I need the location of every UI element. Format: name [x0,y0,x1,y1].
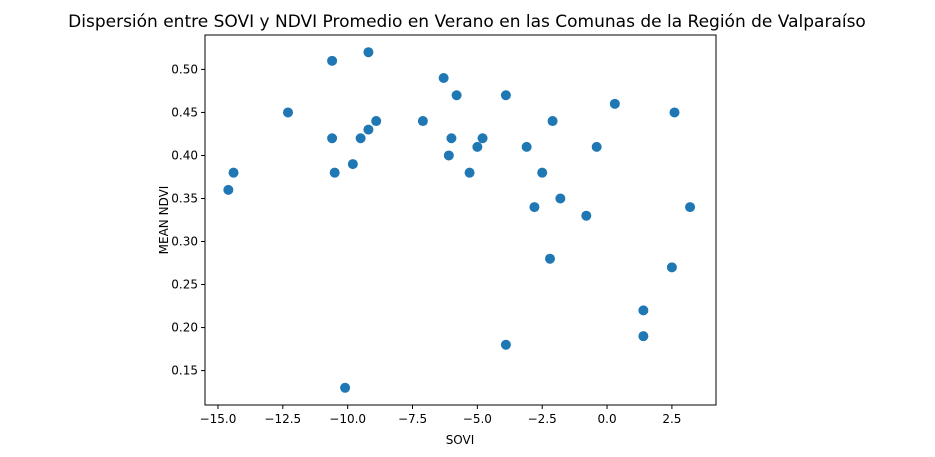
data-point [327,133,338,144]
data-point [591,141,602,152]
data-point [363,124,374,135]
x-tick-label: −12.5 [264,412,301,426]
y-tick-label: 0.20 [171,321,198,335]
data-point [544,253,555,264]
y-axis-label: MEAN NDVI [157,186,171,255]
data-point [529,202,540,213]
y-tick-label: 0.15 [171,364,198,378]
data-point [363,47,374,58]
data-point [438,73,449,84]
data-point [446,133,457,144]
data-point [355,133,366,144]
data-point [547,116,558,127]
y-tick-label: 0.40 [171,148,198,162]
x-tick-label: −10.0 [329,412,366,426]
data-point [340,382,351,393]
data-point [500,90,511,101]
y-axis-ticks: 0.15 0.20 0.25 0.30 0.35 0.40 0.45 0.50 [171,62,205,378]
data-point [451,90,462,101]
data-point [609,98,620,109]
y-tick-label: 0.45 [171,105,198,119]
data-point [472,141,483,152]
data-point [223,184,234,195]
data-point [283,107,294,118]
data-point [371,116,382,127]
data-point [521,141,532,152]
data-point [443,150,454,161]
data-point [417,116,428,127]
data-point [464,167,475,178]
data-point [500,339,511,350]
data-point [638,331,649,342]
y-tick-label: 0.30 [171,235,198,249]
x-tick-label: −7.5 [398,412,427,426]
x-tick-label: −5.0 [463,412,492,426]
data-point [347,159,358,170]
x-tick-label: 2.5 [662,412,681,426]
data-point [638,305,649,316]
data-point [685,202,696,213]
data-point [555,193,566,204]
plot-frame [204,34,717,406]
data-point [666,262,677,273]
chart-title: Dispersión entre SOVI y NDVI Promedio en… [68,12,866,32]
data-point [477,133,488,144]
y-tick-label: 0.50 [171,62,198,76]
data-point [537,167,548,178]
plot-area [205,35,716,405]
x-tick-label: −15.0 [200,412,237,426]
data-point [329,167,340,178]
y-tick-label: 0.35 [171,191,198,205]
x-tick-label: 0.0 [598,412,617,426]
data-point [228,167,239,178]
x-tick-label: −2.5 [528,412,557,426]
data-point [327,55,338,66]
y-tick-label: 0.25 [171,278,198,292]
data-points [223,47,696,393]
data-point [581,210,592,221]
x-axis-label: SOVI [446,433,475,447]
data-point [669,107,680,118]
x-axis-ticks: −15.0 −12.5 −10.0 −7.5 −5.0 −2.5 0.0 2.5 [200,405,681,426]
